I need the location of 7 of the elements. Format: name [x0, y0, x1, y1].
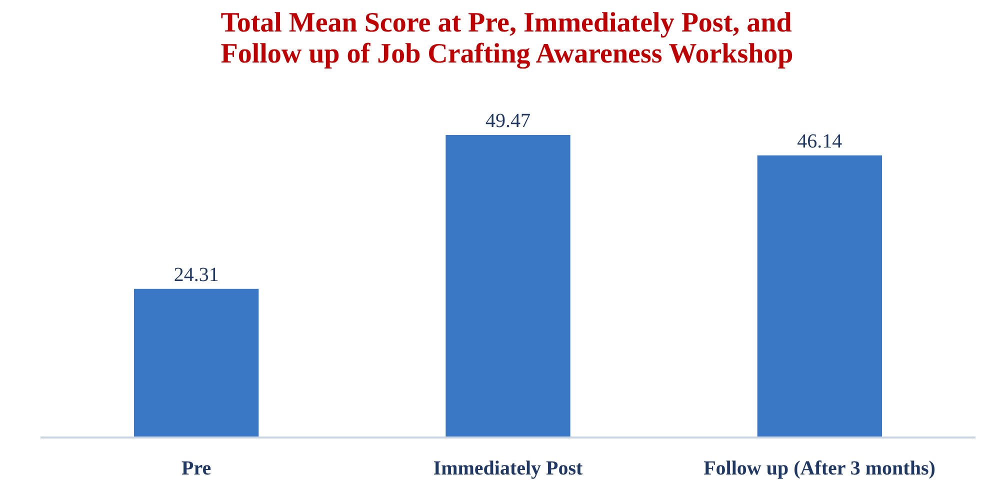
chart-title: Total Mean Score at Pre, Immediately Post, and Follow up of Job Crafting Awareness Workshop [220, 8, 794, 70]
data-label: 24.31 [174, 264, 219, 286]
x-tick-label: Follow up (After 3 months) [704, 458, 936, 480]
data-label: 46.14 [797, 130, 842, 152]
x-tick-label: Pre [182, 458, 212, 480]
x-tick-label: Immediately Post [433, 458, 584, 480]
data-label: 49.47 [486, 110, 530, 132]
